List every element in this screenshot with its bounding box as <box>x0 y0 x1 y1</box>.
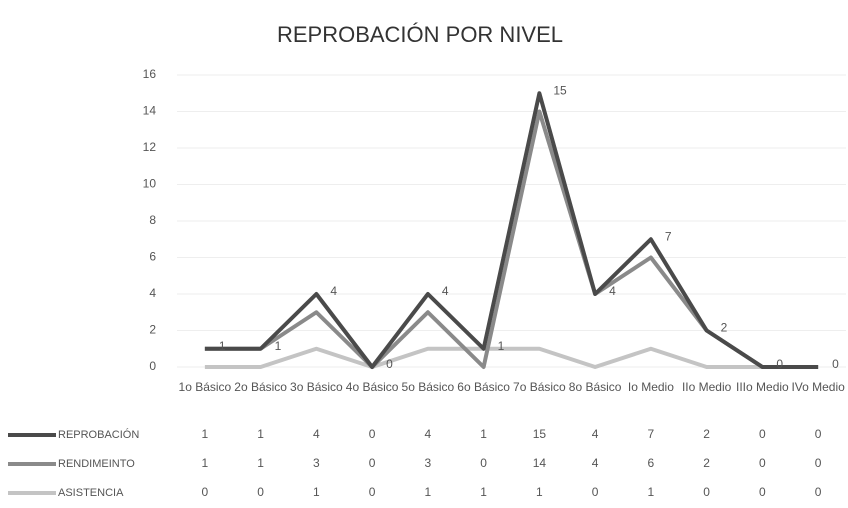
table-cell: 1 <box>313 485 320 499</box>
table-cell: 2 <box>703 456 710 470</box>
table-cell: 0 <box>369 456 376 470</box>
table-cell: 0 <box>815 456 822 470</box>
legend-label: RENDIMEINTO <box>58 458 135 470</box>
x-tick-label: IIIo Medio <box>736 380 789 394</box>
x-tick-label: IIo Medio <box>681 380 732 394</box>
y-tick-label: 4 <box>149 286 156 300</box>
data-label: 1 <box>275 339 282 353</box>
y-tick-label: 10 <box>143 177 157 191</box>
data-label: 4 <box>330 284 337 298</box>
y-tick-label: 0 <box>149 359 156 373</box>
data-label: 15 <box>553 83 567 97</box>
data-label: 0 <box>386 357 393 371</box>
table-cell: 1 <box>425 485 432 499</box>
table-cell: 7 <box>648 427 655 441</box>
table-cell: 1 <box>480 485 487 499</box>
table-cell: 15 <box>533 427 547 441</box>
table-cell: 1 <box>536 485 543 499</box>
table-cell: 6 <box>648 456 655 470</box>
table-cell: 0 <box>703 485 710 499</box>
table-cell: 0 <box>815 485 822 499</box>
table-cell: 4 <box>425 427 432 441</box>
x-tick-label: 2o Básico <box>234 380 287 394</box>
table-cell: 3 <box>425 456 432 470</box>
y-tick-label: 2 <box>149 323 156 337</box>
x-tick-label: 8o Básico <box>568 380 622 394</box>
table-cell: 0 <box>202 485 209 499</box>
table-cell: 0 <box>369 427 376 441</box>
table-cell: 1 <box>202 427 209 441</box>
table-cell: 2 <box>703 427 710 441</box>
x-tick-label: IVo Medio <box>791 380 845 394</box>
table-cell: 1 <box>648 485 655 499</box>
y-tick-label: 6 <box>149 250 156 264</box>
data-label: 0 <box>776 357 783 371</box>
data-label: 2 <box>721 321 728 335</box>
table-cell: 0 <box>759 456 766 470</box>
table-cell: 14 <box>533 456 547 470</box>
legend-label: ASISTENCIA <box>58 487 124 499</box>
table-cell: 4 <box>313 427 320 441</box>
data-label: 1 <box>498 339 505 353</box>
table-cell: 1 <box>257 456 264 470</box>
y-tick-label: 16 <box>143 67 157 81</box>
table-cell: 0 <box>759 485 766 499</box>
table-cell: 4 <box>592 427 599 441</box>
table-cell: 0 <box>480 456 487 470</box>
y-tick-label: 14 <box>143 104 157 118</box>
data-label: 4 <box>442 284 449 298</box>
x-tick-label: 3o Básico <box>290 380 343 394</box>
table-cell: 0 <box>257 485 264 499</box>
x-tick-label: 6o Básico <box>457 380 510 394</box>
legend-label: REPROBACIÓN <box>58 428 139 441</box>
series-line <box>204 346 819 369</box>
chart-title: REPROBACIÓN POR NIVEL <box>277 22 563 47</box>
table-cell: 1 <box>480 427 487 441</box>
data-label: 1 <box>219 339 226 353</box>
x-tick-label: Io Medio <box>627 380 674 394</box>
table-cell: 0 <box>815 427 822 441</box>
data-label: 4 <box>609 284 616 298</box>
y-tick-label: 12 <box>143 140 157 154</box>
data-label: 0 <box>832 357 839 371</box>
table-cell: 1 <box>202 456 209 470</box>
x-tick-label: 5o Básico <box>401 380 455 394</box>
table-cell: 4 <box>592 456 599 470</box>
table-cell: 0 <box>592 485 599 499</box>
table-cell: 1 <box>257 427 264 441</box>
table-cell: 3 <box>313 456 320 470</box>
x-tick-label: 4o Básico <box>345 380 399 394</box>
series-line <box>204 91 819 369</box>
data-label: 7 <box>665 229 672 243</box>
table-cell: 0 <box>369 485 376 499</box>
table-cell: 0 <box>759 427 766 441</box>
x-tick-label: 1o Básico <box>178 380 232 394</box>
y-tick-label: 8 <box>149 213 156 227</box>
x-tick-label: 7o Básico <box>513 380 566 394</box>
